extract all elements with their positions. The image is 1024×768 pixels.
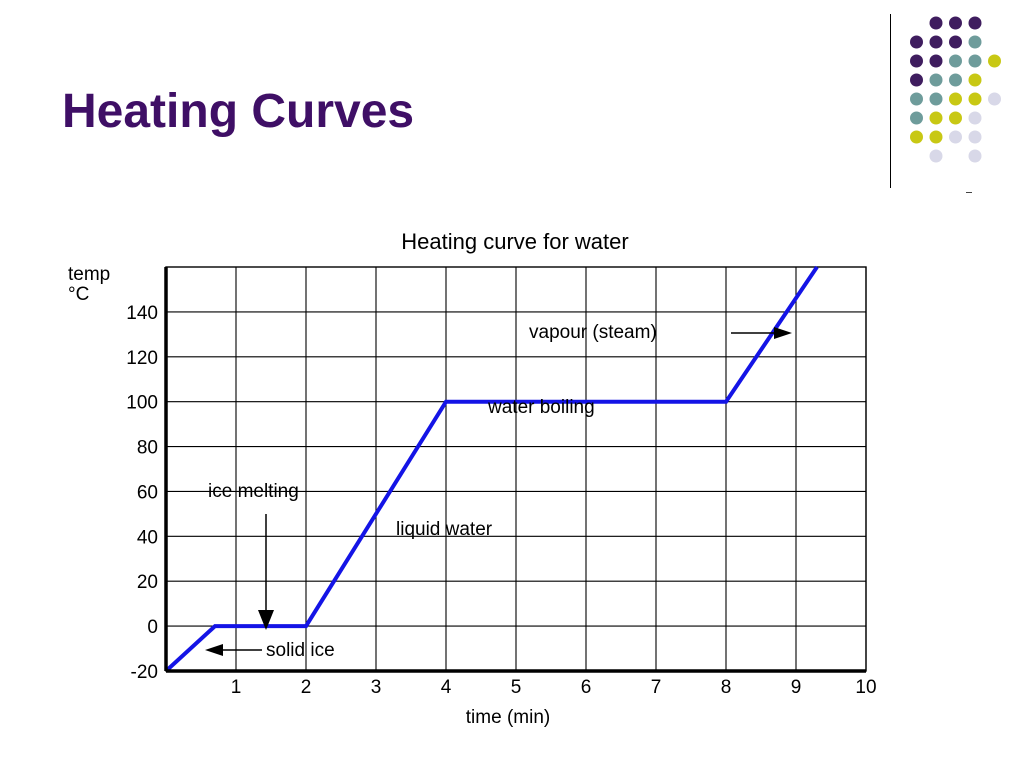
decorative-dot	[949, 92, 962, 106]
decorative-dot	[929, 54, 943, 68]
decorative-dot	[949, 54, 962, 68]
y-tick-label: 20	[137, 572, 158, 593]
x-tick-label: 6	[581, 677, 592, 698]
heating-curve-line	[164, 265, 819, 673]
annotation-solid-ice: solid ice	[266, 640, 335, 661]
vapour-arrow-head	[774, 327, 792, 339]
decorative-dot	[988, 92, 1001, 106]
slide-title: Heating Curves	[62, 85, 415, 138]
decorative-dot	[949, 16, 962, 30]
decorative-dot	[929, 130, 943, 144]
annotation-liquid-water: liquid water	[396, 519, 493, 540]
solid-ice-arrow-head	[205, 644, 223, 656]
x-tick-label: 2	[301, 677, 312, 698]
decorative-dot	[929, 35, 943, 49]
y-tick-label: 120	[126, 348, 158, 369]
decorative-dot	[910, 92, 923, 106]
y-tick-label: 100	[126, 393, 158, 414]
chart-tick-labels: 1 2 3 4 5 6 7 8 9 10 -20 0 20 40 60 80 100 120 140	[126, 303, 876, 698]
decorative-dot	[910, 54, 923, 68]
y-tick-label: 40	[137, 527, 158, 548]
x-tick-label: 8	[721, 677, 732, 698]
decorative-dot	[968, 16, 982, 30]
decorative-dot	[968, 73, 982, 87]
decorative-dot	[949, 130, 962, 144]
y-tick-label: 0	[147, 617, 158, 638]
chart-series	[164, 265, 819, 673]
decorative-dot	[910, 111, 923, 125]
decorative-dot	[910, 35, 923, 49]
y-tick-label: 80	[137, 438, 158, 459]
title-divider-line	[890, 14, 891, 188]
decorative-dot	[968, 111, 982, 125]
y-axis-label-line1: temp	[68, 264, 110, 285]
x-tick-label: 9	[791, 677, 802, 698]
y-tick-label: 140	[126, 303, 158, 324]
decorative-dot	[949, 111, 962, 125]
x-tick-label: 10	[855, 677, 876, 698]
decorative-dot	[988, 54, 1001, 68]
x-tick-label: 1	[231, 677, 242, 698]
y-tick-label: 60	[137, 482, 158, 503]
x-tick-label: 5	[511, 677, 522, 698]
decorative-dot	[910, 73, 923, 87]
y-tick-label: -20	[131, 662, 158, 683]
annotation-vapour: vapour (steam)	[529, 322, 657, 343]
annotation-ice-melting: ice melting	[208, 481, 299, 502]
chart-axes	[164, 267, 866, 673]
x-tick-label: 7	[651, 677, 662, 698]
decorative-dot	[929, 111, 943, 125]
x-tick-label: 4	[441, 677, 452, 698]
annotation-water-boiling: water boiling	[487, 397, 595, 418]
decorative-dot	[968, 149, 982, 163]
decorative-dot	[929, 73, 943, 87]
decorative-dot	[968, 35, 982, 49]
decorative-dot	[929, 149, 943, 163]
decorative-dot-grid	[910, 16, 1001, 163]
ice-melting-arrow-head	[258, 610, 274, 630]
annotations: ice melting solid ice liquid water water…	[205, 322, 792, 661]
decorative-dot	[949, 35, 962, 49]
decorative-dot	[929, 16, 943, 30]
x-tick-label: 3	[371, 677, 382, 698]
y-axis-label-line2: °C	[68, 284, 89, 305]
decorative-dot	[968, 92, 982, 106]
decorative-dot	[929, 92, 943, 106]
x-axis-label: time (min)	[466, 707, 550, 728]
small-dash-mark	[966, 192, 972, 193]
decorative-dot	[910, 130, 923, 144]
decorative-dot	[968, 130, 982, 144]
decorative-dot	[949, 73, 962, 87]
chart-title: Heating curve for water	[401, 229, 628, 254]
decorative-dot	[968, 54, 982, 68]
